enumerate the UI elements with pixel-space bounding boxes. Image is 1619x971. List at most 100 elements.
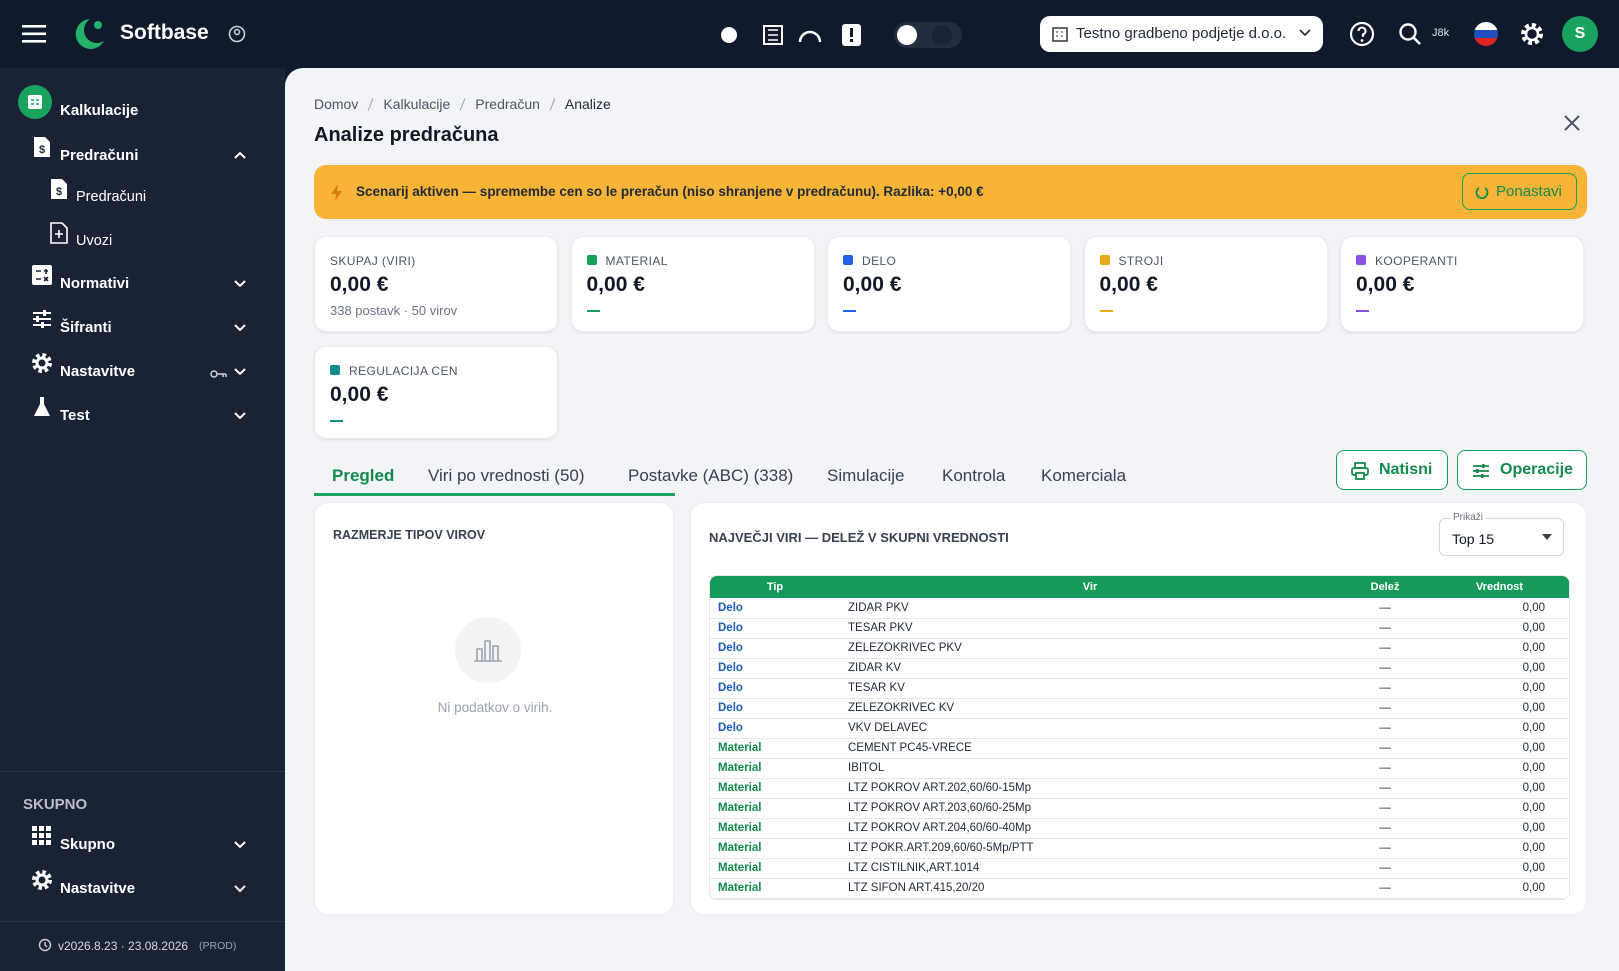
summary-card: STROJI 0,00 € <box>1083 236 1328 332</box>
table-cell: 0,00 <box>1430 618 1569 639</box>
reset-icon <box>1475 187 1489 199</box>
button-icon-svg <box>1473 464 1489 478</box>
table-row: Material CEMENT PC45-VRECE —0,00 <box>710 738 1569 759</box>
nav-icon-svg <box>33 310 51 328</box>
table-cell: — <box>1340 798 1430 819</box>
menu-icon[interactable] <box>22 24 46 44</box>
nav-item[interactable] <box>0 221 285 261</box>
nav-icon-svg <box>32 265 52 285</box>
tab[interactable]: Simulacije <box>827 466 905 485</box>
table-cell: 0,00 <box>1430 878 1569 899</box>
help-icon[interactable] <box>1349 21 1375 47</box>
nav-icon-svg: $ <box>51 179 67 199</box>
close-button[interactable] <box>1563 114 1581 132</box>
language-flag[interactable] <box>1473 22 1499 46</box>
empty-chart-icon <box>455 617 521 683</box>
table-row: Material LTZ POKROV ART.203,60/60-25Mp —0,… <box>710 798 1569 819</box>
breadcrumb-separator <box>459 97 466 111</box>
tab[interactable]: Kontrola <box>942 466 1006 485</box>
table-cell: TESAR PKV <box>840 618 1340 639</box>
table-cell: — <box>1340 818 1430 839</box>
svg-text:$: $ <box>39 144 45 156</box>
reset-button[interactable]: Ponastavi <box>1462 173 1577 210</box>
table-cell: LTZ POKROV ART.204,60/60-40Mp <box>840 818 1340 839</box>
logo <box>75 19 104 49</box>
history-icon <box>38 938 52 957</box>
chevron <box>233 365 247 384</box>
button-label: Operacije <box>1500 461 1573 478</box>
top-select[interactable]: Prikaži Top 15 <box>1439 512 1564 556</box>
button-icon <box>1472 462 1490 485</box>
table-row: Material LTZ SIFON ART.415,20/20—0,00 <box>710 878 1569 899</box>
company-select[interactable]: Testno gradbeno podjetje d.o.o. <box>1040 16 1323 52</box>
action-button[interactable]: Natisni <box>1336 450 1448 490</box>
table-cell: LTZ POKROV ART.202,60/60-15Mp <box>840 778 1340 799</box>
table-row: Material LTZ CISTILNIK,ART.1014—0,00 <box>710 858 1569 879</box>
card-dot <box>1356 255 1366 265</box>
table-cell: — <box>1340 678 1430 699</box>
section-title: SKUPNO <box>23 796 88 813</box>
chevron-svg <box>234 885 246 893</box>
table-cell: CEMENT PC45-VRECE <box>840 738 1340 759</box>
table-row: Delo ZELEZOKRIVEC PKV —0,00 <box>710 638 1569 659</box>
key-icon <box>210 366 228 384</box>
card-dash <box>1356 310 1369 312</box>
table-cell: 0,00 <box>1430 858 1569 879</box>
brand: Softbase <box>120 21 209 44</box>
breadcrumb-item[interactable]: Predračun <box>475 96 540 112</box>
tab[interactable]: Viri po vrednosti (50) <box>428 466 585 485</box>
table-cell: Material <box>710 738 840 759</box>
summary-card: REGULACIJA CEN 0,00 € <box>314 346 558 439</box>
tab[interactable]: Komerciala <box>1041 466 1127 485</box>
card-value: 0,00 € <box>330 383 389 406</box>
search-icon[interactable] <box>1398 22 1422 46</box>
bolt-icon <box>331 184 342 201</box>
page-title: Analize predračuna <box>314 124 499 146</box>
table-cell: — <box>1340 658 1430 679</box>
breadcrumb-item[interactable]: Domov <box>314 96 359 112</box>
nav-icon-svg <box>32 826 51 845</box>
chevron <box>1299 29 1311 37</box>
top-bar: Softbase Testno gradbeno podjetje d.o.o.… <box>0 0 1619 68</box>
breadcrumb-item[interactable]: Kalkulacije <box>383 96 451 112</box>
nav-label: Test <box>60 407 90 424</box>
chevron-svg <box>234 841 246 849</box>
toolbar-icons[interactable] <box>718 22 968 48</box>
table-cell: — <box>1340 758 1430 779</box>
sidebar-divider <box>0 771 285 772</box>
column-header: Delež <box>1340 576 1430 598</box>
table-cell: ZIDAR KV <box>840 658 1340 679</box>
tab[interactable]: Postavke (ABC) (338) <box>628 466 794 485</box>
sources-table: Tip Vir Delež Vrednost Delo ZIDAR PKV —0,00 Del… <box>710 576 1569 899</box>
table-cell: Delo <box>710 658 840 679</box>
nav-label: Šifranti <box>60 319 112 336</box>
table-cell: — <box>1340 738 1430 759</box>
table-cell: 0,00 <box>1430 778 1569 799</box>
card-dash <box>586 310 600 312</box>
table-row: Delo TESAR PKV —0,00 <box>710 618 1569 639</box>
card-subtitle: 338 postavk · 50 virov <box>330 303 458 318</box>
action-button[interactable]: Operacije <box>1457 450 1587 490</box>
table-cell: — <box>1340 778 1430 799</box>
chevron <box>233 321 247 340</box>
settings-icon[interactable] <box>1519 21 1545 47</box>
version: v2026.8.23 · 23.08.2026 <box>58 939 189 953</box>
nav-label: Nastavitve <box>60 880 136 897</box>
column-header: Vir <box>840 576 1340 598</box>
nav-icon: $ <box>48 178 70 205</box>
table-cell: Material <box>710 818 840 839</box>
account-icon[interactable] <box>228 25 246 43</box>
chevron <box>233 882 247 901</box>
tab[interactable]: Pregled <box>332 466 395 485</box>
avatar[interactable]: S <box>1562 16 1598 52</box>
table-cell: — <box>1340 838 1430 859</box>
card-label: SKUPAJ (VIRI) <box>330 254 416 268</box>
table-cell: Material <box>710 838 840 859</box>
summary-card: MATERIAL 0,00 € <box>570 236 815 332</box>
nav-icon <box>31 308 53 335</box>
chevron-svg <box>234 324 246 332</box>
empty-message: Ni podatkov o virih. <box>437 700 553 715</box>
card-label: MATERIAL <box>605 254 668 268</box>
chevron-svg <box>234 280 246 288</box>
